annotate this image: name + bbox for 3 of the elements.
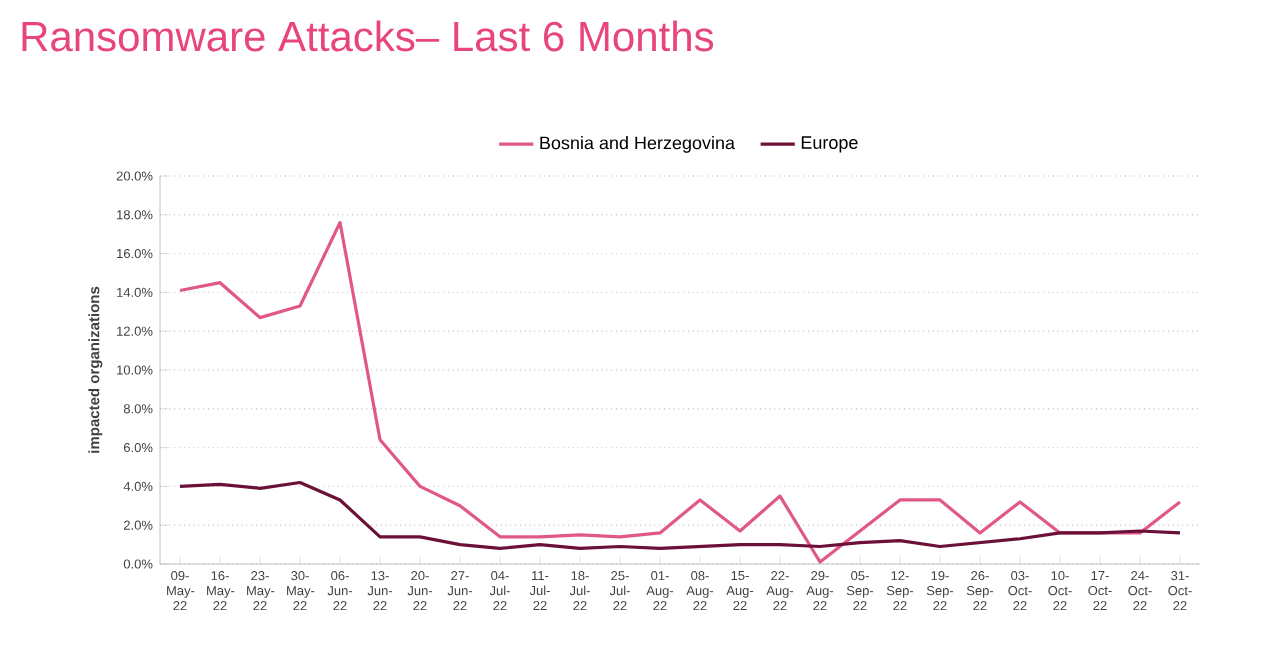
legend-label: Europe: [801, 136, 858, 153]
legend-label: Bosnia and Herzegovina: [540, 136, 735, 153]
chart-title: Ransomware Attacks– Last 6 Months: [22, 20, 714, 52]
